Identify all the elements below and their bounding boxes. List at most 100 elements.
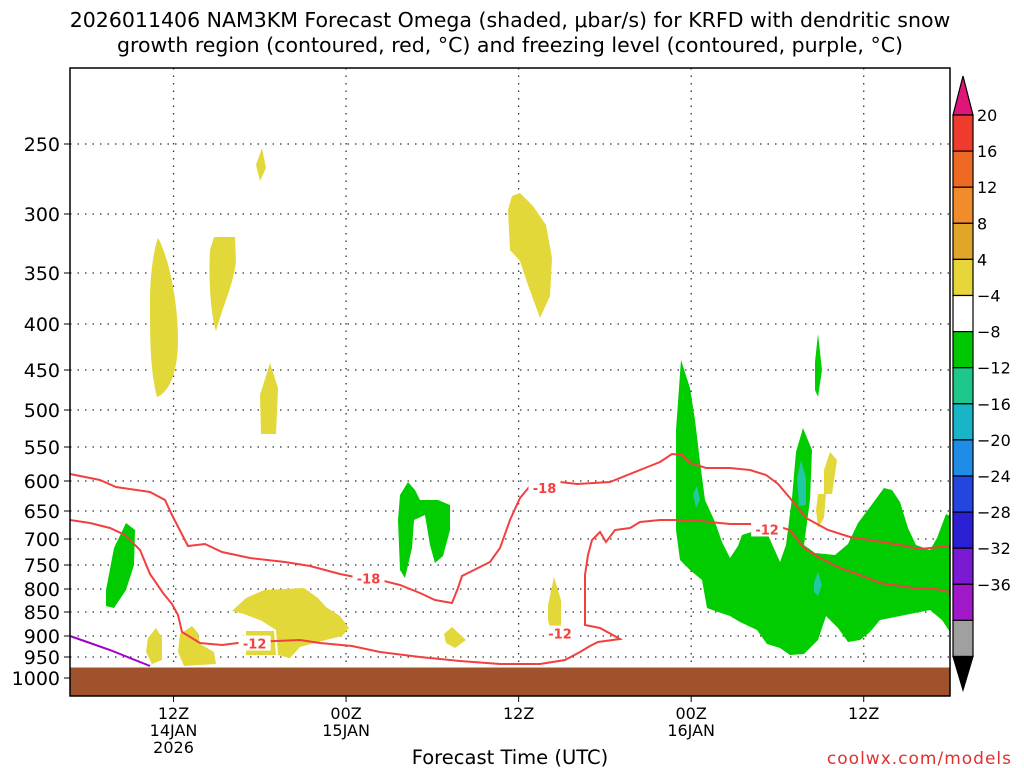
colorbar-tick-label: 20 — [977, 106, 997, 125]
omega-yellow-region — [150, 238, 178, 397]
contour-label-background — [352, 570, 385, 586]
x-tick-label: 2026 — [153, 738, 194, 757]
y-tick-label: 550 — [24, 437, 60, 459]
colorbar-tick-label: −32 — [977, 539, 1011, 558]
colorbar-band — [952, 439, 974, 477]
y-tick-label: 800 — [24, 579, 60, 601]
y-tick-label: 250 — [24, 134, 60, 156]
x-tick-label: 15JAN — [322, 721, 370, 740]
y-tick-label: 450 — [24, 360, 60, 382]
y-tick-label: 850 — [24, 602, 60, 624]
colorbar-tick-label: −20 — [977, 431, 1011, 450]
colorbar-band — [952, 367, 974, 405]
omega-yellow-region — [548, 577, 561, 636]
plot-area: -18 -18 -12 -12 -12 — [69, 68, 951, 696]
x-axis-title: Forecast Time (UTC) — [412, 746, 609, 768]
source-credit: coolwx.com/models — [827, 749, 1012, 768]
colorbar-top-triangle — [952, 75, 974, 116]
colorbar-band — [952, 475, 974, 513]
contour-label: -12 — [548, 628, 572, 643]
omega-teal-region — [693, 486, 700, 508]
colorbar-tick-label: 4 — [977, 250, 987, 269]
y-tick-label: 1000 — [12, 668, 60, 690]
x-tick-label: 12Z — [158, 704, 189, 723]
omega-green-region — [398, 482, 450, 578]
colorbar-tick-label: −4 — [977, 287, 1001, 306]
contour-label-background — [528, 480, 561, 496]
y-tick-label: 950 — [24, 647, 60, 669]
colorbar-band — [952, 331, 974, 369]
y-tick-label: 900 — [24, 626, 60, 648]
omega-yellow-region — [508, 193, 552, 318]
pressure-axis: 2503003504004505005506006507007508008509… — [12, 134, 70, 690]
y-tick-label: 400 — [24, 314, 60, 336]
ground-below-surface — [70, 667, 950, 696]
colorbar-tick-label: −12 — [977, 359, 1011, 378]
y-tick-label: 500 — [24, 400, 60, 422]
dgz-minus12-contour — [69, 519, 951, 665]
omega-teal-region — [797, 460, 806, 506]
omega-teal-region — [814, 572, 822, 596]
omega-yellow-region — [256, 148, 266, 181]
omega-yellow-region — [146, 628, 162, 664]
omega-green-region — [676, 360, 950, 655]
colorbar-tick-label: −16 — [977, 395, 1011, 414]
y-tick-label: 600 — [24, 471, 60, 493]
y-tick-label: 700 — [24, 529, 60, 551]
contour-labels: -18 -18 -12 -12 -12 — [238, 480, 784, 653]
y-tick-label: 750 — [24, 555, 60, 577]
colorbar-bottom-triangle — [952, 655, 974, 693]
colorbar-band — [952, 258, 974, 297]
colorbar-band — [952, 511, 974, 549]
colorbar-band — [952, 150, 974, 188]
y-tick-label: 350 — [24, 263, 60, 285]
omega-yellow-region — [816, 494, 826, 528]
colorbar-tick-label: −8 — [977, 323, 1001, 342]
chart-title-line1: 2026011406 NAM3KM Forecast Omega (shaded… — [70, 8, 951, 32]
colorbar-band — [952, 114, 974, 152]
colorbar-tick-label: 16 — [977, 142, 997, 161]
colorbar-band — [952, 619, 974, 658]
colorbar-band — [952, 403, 974, 441]
omega-yellow-region — [260, 363, 278, 434]
colorbar-band — [952, 583, 974, 621]
colorbar-tick-label: 8 — [977, 214, 987, 233]
colorbar-tick-label: −28 — [977, 503, 1011, 522]
colorbar-band — [952, 186, 974, 224]
dgz-contours — [69, 452, 951, 665]
colorbar-tick-label: 12 — [977, 178, 997, 197]
contour-label-background — [751, 521, 784, 537]
x-tick-label: 00Z — [676, 704, 707, 723]
omega-colorbar: 20 16 12 8 4 −4 −8 −12 −16 −20 −24 −28 −32 −36 — [952, 75, 1011, 693]
colorbar-tick-label: −24 — [977, 467, 1011, 486]
omega-yellow-region — [444, 627, 466, 648]
contour-label: -12 — [243, 638, 267, 653]
contour-label: -18 — [357, 572, 381, 587]
freezing-level-contour — [69, 635, 151, 667]
x-tick-label: 00Z — [330, 704, 361, 723]
colorbar-band — [952, 222, 974, 261]
omega-yellow-region — [232, 588, 349, 658]
colorbar-band — [952, 294, 974, 333]
y-tick-label: 650 — [24, 501, 60, 523]
contour-label-background — [238, 635, 271, 651]
contour-label-background — [544, 625, 577, 641]
colorbar-tick-label: −36 — [977, 575, 1011, 594]
contour-label: -18 — [533, 482, 557, 497]
x-tick-label: 14JAN — [150, 721, 198, 740]
omega-yellow-region — [824, 452, 837, 494]
colorbar-band — [952, 547, 974, 585]
x-tick-label: 12Z — [503, 704, 534, 723]
omega-green-region — [106, 523, 135, 608]
chart-title-line2: growth region (contoured, red, °C) and f… — [117, 33, 903, 57]
contour-label: -12 — [755, 523, 779, 538]
plot-frame — [69, 67, 951, 697]
omega-green-region — [815, 334, 822, 397]
omega-yellow-region — [209, 237, 236, 331]
y-tick-label: 300 — [24, 204, 60, 226]
x-tick-label: 12Z — [848, 704, 879, 723]
x-tick-label: 16JAN — [667, 721, 715, 740]
dgz-minus18-contour — [69, 452, 951, 605]
